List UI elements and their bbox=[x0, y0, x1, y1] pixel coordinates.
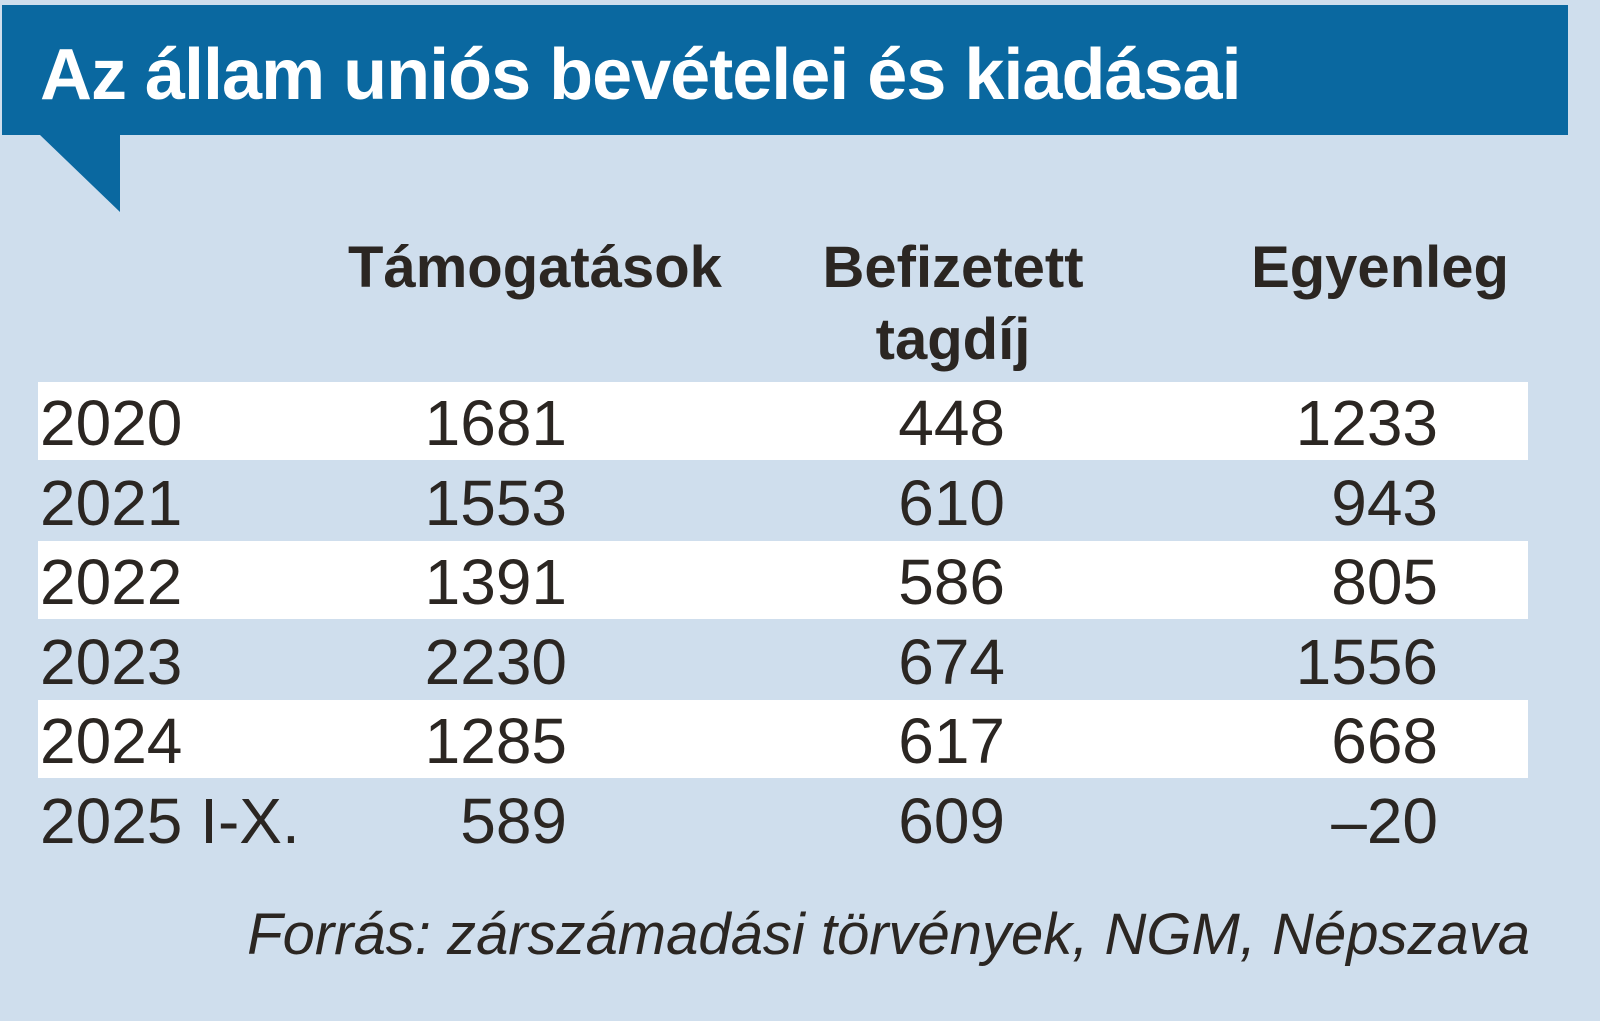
table-row: 2021 1553 610 943 bbox=[38, 462, 1528, 540]
title: Az állam uniós bevételei és kiadásai bbox=[40, 35, 1242, 115]
table-cell: 1681 bbox=[424, 387, 567, 459]
row-label: 2020 bbox=[40, 387, 183, 459]
table-row: 2022 1391 586 805 bbox=[38, 541, 1528, 619]
table-cell: 1233 bbox=[1295, 387, 1438, 459]
table-cell: 448 bbox=[898, 387, 1005, 459]
table-cell: 1285 bbox=[424, 705, 567, 777]
row-label: 2022 bbox=[40, 546, 183, 618]
column-header: Egyenleg bbox=[1251, 235, 1509, 300]
source-note: Forrás: zárszámadási törvények, NGM, Nép… bbox=[247, 902, 1530, 967]
table-row: 2025 I-X. 589 609 –20 bbox=[38, 780, 1528, 858]
table-row: 2020 1681 448 1233 bbox=[38, 382, 1528, 460]
table-cell: 610 bbox=[898, 466, 1005, 539]
column-header: Támogatások bbox=[348, 235, 722, 300]
table-cell: 943 bbox=[1331, 466, 1438, 539]
table-row: 2024 1285 617 668 bbox=[38, 700, 1528, 778]
table-cell: 2230 bbox=[424, 625, 567, 698]
table-cell: 589 bbox=[460, 784, 567, 857]
row-label: 2021 bbox=[40, 466, 183, 539]
table-cell: –20 bbox=[1331, 784, 1438, 857]
row-label: 2024 bbox=[40, 705, 183, 777]
column-header: Befizetett tagdíj bbox=[822, 235, 1084, 372]
row-label: 2023 bbox=[40, 625, 183, 698]
title-banner bbox=[2, 5, 1568, 212]
table-cell: 805 bbox=[1331, 546, 1438, 618]
table-cell: 1391 bbox=[424, 546, 567, 618]
table-cell: 674 bbox=[898, 625, 1005, 698]
table-cell: 668 bbox=[1331, 705, 1438, 777]
table-row: 2023 2230 674 1556 bbox=[38, 621, 1528, 699]
table-cell: 609 bbox=[898, 784, 1005, 857]
row-label: 2025 I-X. bbox=[40, 784, 300, 857]
table-cell: 617 bbox=[898, 705, 1005, 777]
table-cell: 1556 bbox=[1295, 625, 1438, 698]
table-cell: 1553 bbox=[424, 466, 567, 539]
table-cell: 586 bbox=[898, 546, 1005, 618]
